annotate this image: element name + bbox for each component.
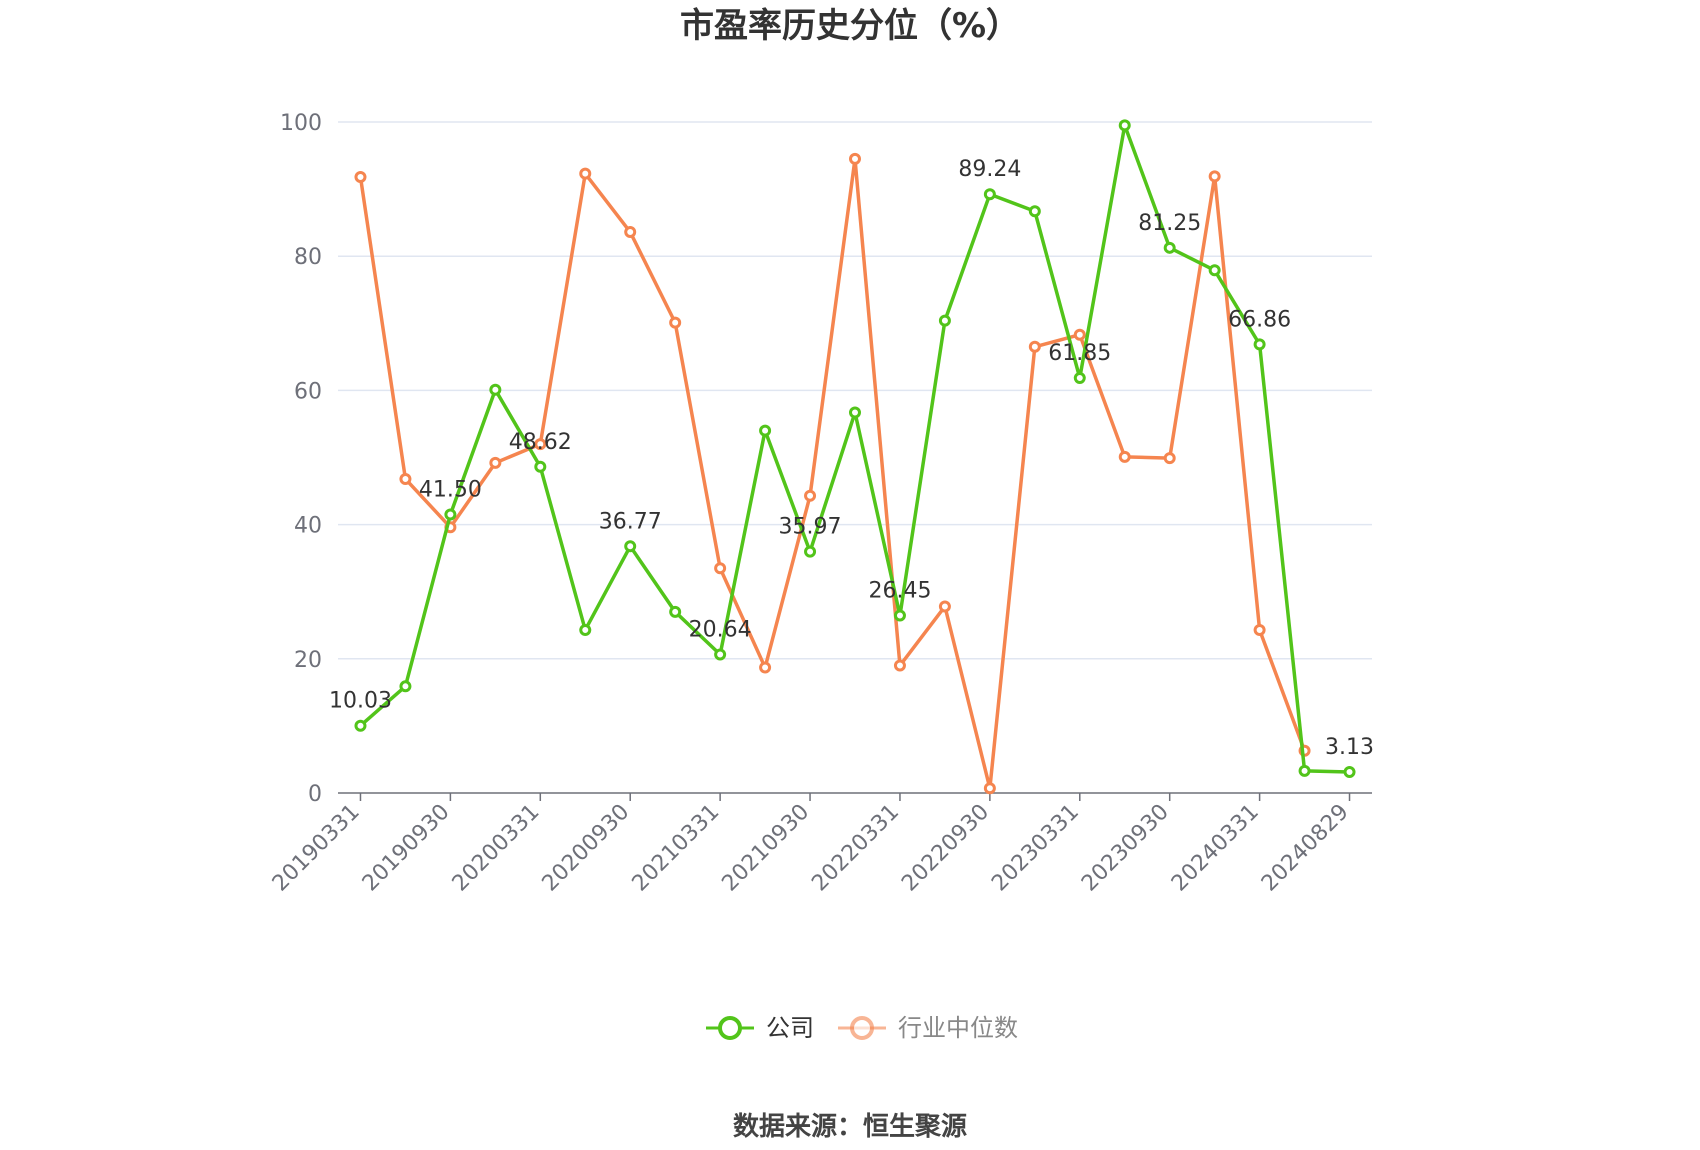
data-point-company[interactable] (1028, 205, 1041, 218)
data-point-company[interactable] (1163, 241, 1176, 254)
legend-company-swatch-marker (718, 1016, 742, 1040)
data-point-industry-median[interactable] (534, 438, 547, 451)
data-point-industry-median[interactable] (893, 659, 906, 672)
data-label: 20.64 (689, 618, 752, 643)
data-point-company[interactable] (354, 719, 367, 732)
x-axis: 2019033120190930202003312020093020210331… (268, 792, 1372, 897)
data-point-company[interactable] (579, 623, 592, 636)
x-tick-label: 20200331 (448, 800, 545, 897)
data-point-company[interactable] (534, 460, 547, 473)
data-label: 3.13 (1325, 735, 1374, 760)
data-label: 81.25 (1138, 211, 1201, 236)
x-tick-label: 20200930 (538, 800, 635, 897)
data-label: 35.97 (779, 515, 842, 540)
y-tick-label: 40 (294, 514, 322, 539)
data-point-company[interactable] (1253, 338, 1266, 351)
x-tick-label: 20220930 (897, 800, 994, 897)
data-label: 89.24 (958, 157, 1021, 182)
data-source-note: 数据来源：恒生聚源 (733, 1112, 967, 1142)
y-tick-label: 80 (294, 245, 322, 270)
x-tick-label: 20190930 (358, 800, 455, 897)
legend[interactable]: 公司 行业中位数 (706, 1014, 1018, 1042)
data-point-company[interactable] (624, 540, 637, 553)
data-point-company[interactable] (804, 545, 817, 558)
data-point-industry-median[interactable] (489, 456, 502, 469)
data-label: 61.85 (1048, 341, 1111, 366)
data-point-industry-median[interactable] (1253, 623, 1266, 636)
data-label: 41.50 (419, 478, 482, 503)
data-label: 48.62 (509, 430, 572, 455)
data-label: 10.03 (329, 689, 392, 714)
data-point-industry-median[interactable] (624, 226, 637, 239)
data-point-industry-median[interactable] (1163, 452, 1176, 465)
data-point-industry-median[interactable] (714, 562, 727, 575)
data-point-company[interactable] (714, 648, 727, 661)
data-point-company[interactable] (759, 424, 772, 437)
legend-item-industry-median[interactable]: 行业中位数 (838, 1014, 1018, 1042)
y-tick-label: 60 (294, 379, 322, 404)
x-tick-label: 20220331 (807, 800, 904, 897)
grid-lines (338, 121, 1372, 660)
data-point-company[interactable] (849, 406, 861, 419)
data-point-company[interactable] (1298, 764, 1311, 777)
x-tick-label: 20230930 (1077, 800, 1174, 897)
data-point-company[interactable] (1073, 371, 1086, 384)
data-point-industry-median[interactable] (354, 171, 367, 184)
data-point-company[interactable] (893, 609, 906, 622)
data-point-company[interactable] (1208, 264, 1221, 277)
data-point-industry-median[interactable] (1118, 450, 1131, 463)
data-point-industry-median[interactable] (1208, 170, 1221, 183)
data-point-industry-median[interactable] (579, 167, 592, 180)
x-tick-label: 20190331 (268, 800, 365, 897)
x-tick-label: 20210930 (717, 800, 814, 897)
data-point-company[interactable] (938, 314, 951, 327)
data-point-company[interactable] (1118, 119, 1131, 132)
x-tick-label: 20210331 (628, 800, 725, 897)
data-point-industry-median[interactable] (399, 472, 412, 485)
x-tick-label: 20230331 (987, 800, 1084, 897)
data-label: 66.86 (1228, 307, 1291, 332)
x-tick-label: 20240331 (1167, 800, 1264, 897)
data-point-industry-median[interactable] (1028, 340, 1041, 353)
data-labels: 10.03 41.50 48.62 36.77 20.64 35.97 26.45 89.24… (329, 157, 1374, 760)
legend-industry-label: 行业中位数 (898, 1014, 1018, 1042)
data-point-company[interactable] (983, 188, 996, 201)
series-line-industry-median (358, 157, 1307, 791)
legend-industry-swatch-marker (850, 1016, 874, 1040)
data-point-company[interactable] (444, 508, 457, 521)
data-point-industry-median[interactable] (804, 489, 817, 502)
data-point-company[interactable] (399, 680, 412, 693)
chart-title: 市盈率历史分位（%） (680, 6, 1020, 46)
y-axis: 0 20 40 60 80 100 (280, 111, 322, 807)
data-point-industry-median[interactable] (759, 661, 772, 674)
data-point-company[interactable] (669, 605, 682, 618)
data-point-company[interactable] (489, 383, 502, 396)
y-tick-label: 100 (280, 111, 322, 136)
y-tick-label: 20 (294, 648, 322, 673)
data-point-industry-median[interactable] (938, 600, 951, 613)
data-point-industry-median[interactable] (1073, 328, 1086, 341)
data-point-industry-median[interactable] (669, 316, 682, 329)
x-tick-label: 20240829 (1257, 800, 1354, 897)
legend-company-label: 公司 (766, 1014, 814, 1042)
data-point-company[interactable] (1343, 765, 1356, 778)
data-label: 36.77 (599, 509, 662, 534)
data-point-industry-median[interactable] (983, 782, 996, 795)
data-label: 26.45 (868, 579, 931, 604)
series-layer (354, 119, 1356, 795)
legend-item-company[interactable]: 公司 (706, 1014, 814, 1042)
data-point-industry-median[interactable] (849, 152, 861, 165)
y-tick-label: 0 (308, 782, 322, 807)
